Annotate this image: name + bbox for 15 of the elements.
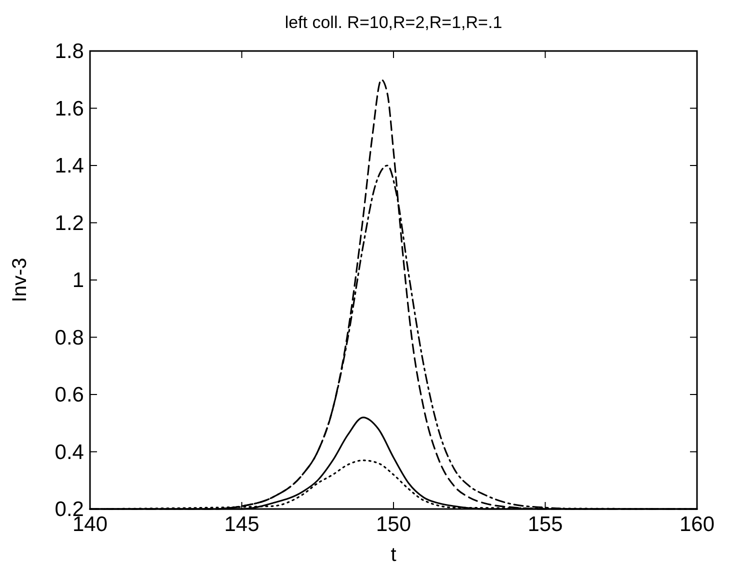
x-tick-label: 155 bbox=[528, 513, 563, 536]
y-tick-label: 0.4 bbox=[54, 440, 84, 464]
y-tick-label: 1.2 bbox=[54, 212, 84, 235]
x-axis-title: t bbox=[390, 544, 397, 566]
y-tick-label: 1.4 bbox=[54, 154, 84, 178]
y-tick-label: 0.6 bbox=[54, 384, 84, 406]
y-tick-label: 1 bbox=[72, 269, 84, 292]
y-axis-title: Inv-3 bbox=[9, 258, 31, 302]
x-tick-label: 145 bbox=[224, 513, 260, 536]
x-tick-label: 150 bbox=[376, 513, 412, 536]
x-tick-label: 160 bbox=[679, 513, 715, 536]
y-tick-label: 1.6 bbox=[54, 97, 84, 120]
chart-title: left coll. R=10,R=2,R=1,R=.1 bbox=[284, 13, 502, 32]
y-tick-label: 0.8 bbox=[54, 326, 84, 350]
y-tick-label: 1.8 bbox=[54, 40, 84, 63]
